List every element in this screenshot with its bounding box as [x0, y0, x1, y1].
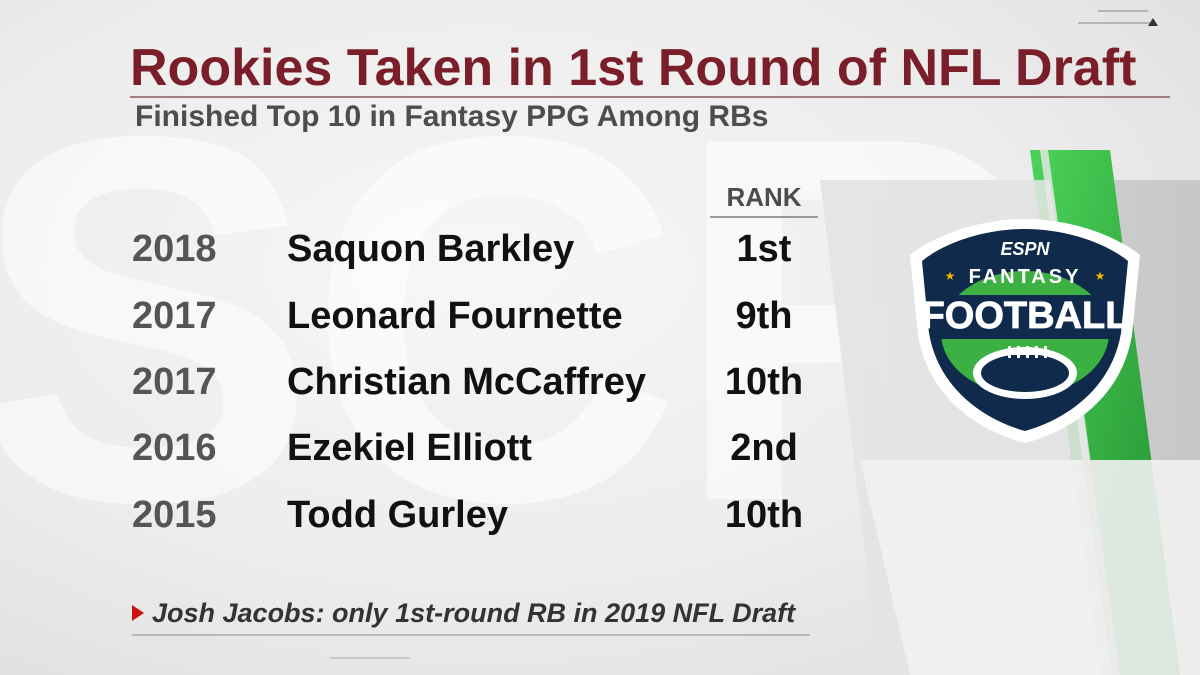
play-arrow-icon: [132, 604, 144, 621]
footnote-text: Josh Jacobs: only 1st-round RB in 2019 N…: [152, 598, 796, 628]
footnote: Josh Jacobs: only 1st-round RB in 2019 N…: [132, 598, 795, 629]
logo-line1: FANTASY: [969, 266, 1082, 288]
rank-column-header: RANK: [726, 182, 802, 212]
page-subtitle: Finished Top 10 in Fantasy PPG Among RBs: [135, 100, 769, 133]
row-year: 2016: [132, 427, 217, 469]
logo-line2: FOOTBALL: [922, 295, 1129, 337]
footnote-divider: [132, 634, 810, 636]
row-player: Christian McCaffrey: [287, 361, 646, 403]
row-rank: 9th: [735, 295, 793, 337]
up-arrow-icon: [1148, 18, 1158, 26]
star-icon: ★: [945, 269, 956, 283]
table-row: 2016 Ezekiel Elliott 2nd: [0, 427, 900, 487]
table-row: 2017 Leonard Fournette 9th: [0, 295, 900, 355]
table-row: 2015 Todd Gurley 10th: [0, 494, 900, 554]
bottom-decoration: [330, 657, 410, 659]
table-row: 2018 Saquon Barkley 1st: [0, 228, 900, 288]
row-rank: 10th: [724, 361, 804, 403]
row-player: Ezekiel Elliott: [287, 427, 532, 469]
espn-fantasy-football-logo: ESPN FANTASY ★ ★ FOOTBALL: [910, 219, 1140, 443]
row-rank: 2nd: [730, 427, 798, 469]
table-row: 2017 Christian McCaffrey 10th: [0, 361, 900, 421]
star-icon: ★: [1095, 269, 1106, 283]
page-title: Rookies Taken in 1st Round of NFL Draft: [130, 39, 1137, 97]
rank-header-divider: [710, 216, 818, 218]
top-decoration: [1078, 10, 1150, 34]
row-player: Leonard Fournette: [287, 295, 623, 337]
football-icon: [973, 346, 1077, 399]
row-player: Todd Gurley: [287, 494, 508, 536]
row-rank: 10th: [724, 494, 804, 536]
row-player: Saquon Barkley: [287, 228, 575, 270]
logo-brand: ESPN: [1000, 239, 1050, 259]
title-divider: [130, 96, 1170, 98]
row-year: 2015: [132, 494, 217, 536]
row-year: 2017: [132, 361, 217, 403]
row-year: 2017: [132, 295, 217, 337]
row-year: 2018: [132, 228, 217, 270]
row-rank: 1st: [736, 228, 792, 270]
